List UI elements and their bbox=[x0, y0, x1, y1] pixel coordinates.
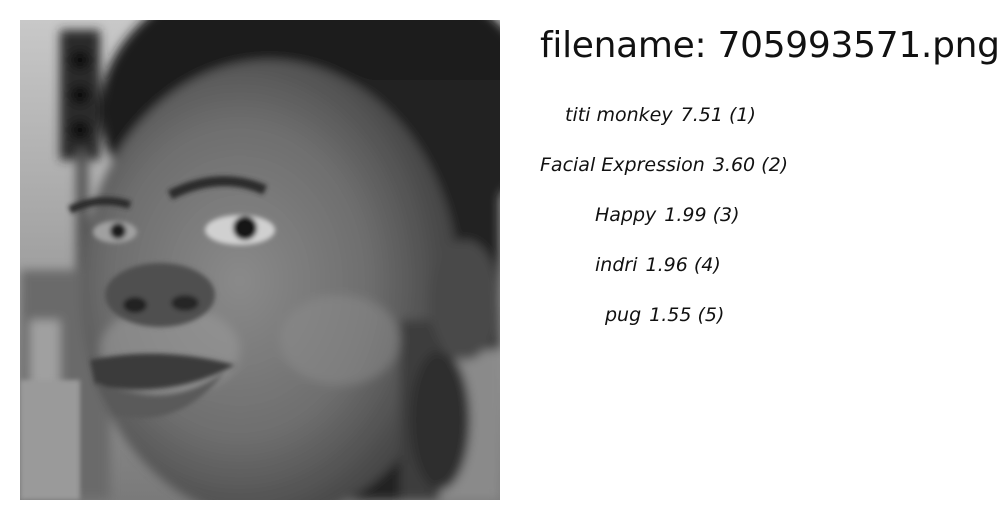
prediction-label: Facial Expression bbox=[540, 154, 705, 176]
prediction-label: pug bbox=[605, 304, 642, 326]
prediction-row: indri 1.96 (4) bbox=[595, 253, 721, 277]
face-photo bbox=[20, 20, 500, 500]
prediction-label: indri bbox=[595, 254, 638, 276]
prediction-score: 7.51 (1) bbox=[680, 104, 756, 126]
face-photo-graphic bbox=[20, 20, 500, 500]
prediction-row: pug 1.55 (5) bbox=[605, 303, 724, 327]
prediction-label: titi monkey bbox=[565, 104, 673, 126]
prediction-score: 1.99 (3) bbox=[664, 204, 740, 226]
prediction-row: Happy 1.99 (3) bbox=[595, 203, 740, 227]
prediction-row: Facial Expression 3.60 (2) bbox=[540, 153, 788, 177]
prediction-score: 3.60 (2) bbox=[712, 154, 789, 176]
prediction-row: titi monkey 7.51 (1) bbox=[565, 103, 756, 127]
prediction-score: 1.96 (4) bbox=[645, 254, 721, 276]
filename-title: filename: 705993571.png bbox=[540, 25, 1000, 66]
prediction-score: 1.55 (5) bbox=[649, 304, 725, 326]
prediction-label: Happy bbox=[595, 204, 657, 226]
